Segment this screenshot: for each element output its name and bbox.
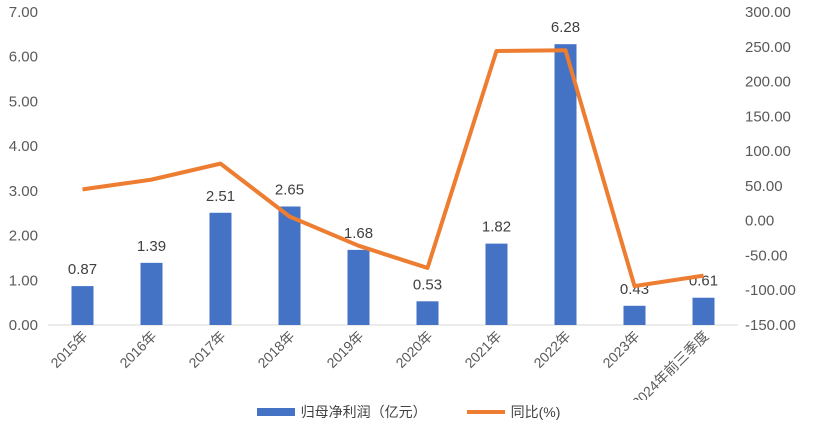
y-left-tick: 4.00 [9, 138, 38, 155]
bar [692, 297, 715, 325]
bar [623, 305, 646, 325]
bar-data-label: 1.39 [137, 238, 166, 255]
bar [140, 262, 163, 325]
legend-label: 归母净利润（亿元） [300, 404, 427, 420]
bar [209, 212, 232, 325]
y-right-tick: -50.00 [745, 247, 788, 264]
x-tick-label: 2017年 [185, 328, 228, 371]
y-left-tick: 1.00 [9, 272, 38, 289]
chart-svg: 0.00 1.00 2.00 3.00 4.00 5.00 6.00 7.00 -150.00 -… [9, 4, 796, 411]
bar-data-label: 1.68 [344, 225, 373, 242]
x-tick-label: 2015年 [47, 328, 90, 371]
legend-swatch-bar [256, 408, 295, 416]
y-left-tick: 3.00 [9, 183, 38, 200]
legend-item-line: 同比(%) [466, 402, 561, 422]
x-tick-label: 2020年 [392, 328, 435, 371]
legend: 归母净利润（亿元） 同比(%) [0, 402, 817, 422]
bar-data-label: 0.53 [413, 276, 442, 293]
y-left-tick: 0.00 [9, 317, 38, 334]
x-tick-label: 2021年 [461, 328, 504, 371]
bar [278, 206, 301, 325]
y-right-tick: 300.00 [745, 4, 791, 21]
bar-data-label: 6.28 [551, 19, 580, 36]
y-left-tick: 6.00 [9, 49, 38, 66]
x-tick-label: 2023年 [599, 328, 642, 371]
y-right-tick: 250.00 [745, 39, 791, 56]
y-right-tick: -150.00 [745, 317, 796, 334]
y-right-tick: 0.00 [745, 213, 774, 230]
y-left-tick: 2.00 [9, 228, 38, 245]
y-right-tick: 50.00 [745, 178, 783, 195]
x-tick-label: 2018年 [254, 328, 297, 371]
bar [71, 286, 94, 325]
y-right-tick: 150.00 [745, 108, 791, 125]
bar-data-label: 2.65 [275, 182, 304, 199]
x-tick-label: 2019年 [323, 328, 366, 371]
legend-item-bar: 归母净利润（亿元） [256, 402, 427, 422]
x-tick-label: 2022年 [530, 328, 573, 371]
y-right-tick: 200.00 [745, 74, 791, 91]
bar [554, 44, 577, 326]
y-right-tick: -100.00 [745, 282, 796, 299]
bar [416, 301, 439, 325]
bar-data-label: 0.87 [68, 261, 97, 278]
line-series [82, 48, 704, 289]
bar [485, 243, 508, 325]
bar-data-label: 2.51 [206, 188, 235, 205]
bar [347, 249, 370, 325]
legend-swatch-line [466, 410, 505, 414]
y-left-tick: 5.00 [9, 93, 38, 110]
bar-data-label: 1.82 [482, 219, 511, 236]
y-left-tick: 7.00 [9, 4, 38, 21]
legend-label: 同比(%) [510, 404, 561, 420]
x-tick-label: 2016年 [116, 328, 159, 371]
y-right-tick: 100.00 [745, 143, 791, 160]
